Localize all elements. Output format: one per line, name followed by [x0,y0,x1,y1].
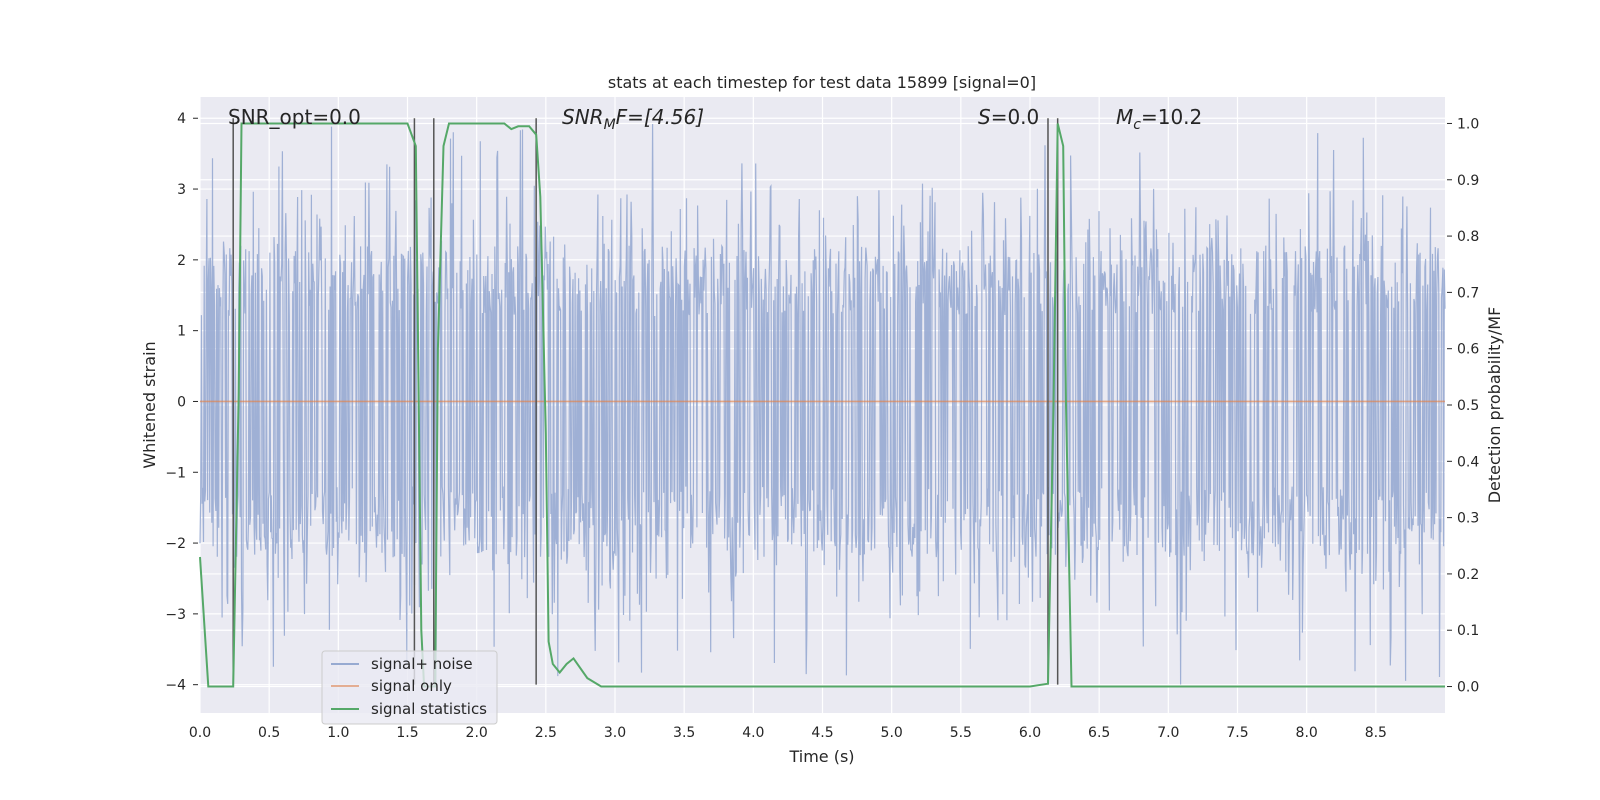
y-tick-label: 1 [177,324,186,340]
x-tick-label: 2.0 [466,725,488,741]
legend-label-signal-statistics: signal statistics [371,700,487,718]
legend-label-signal-only: signal only [371,677,452,695]
x-tick-label: 4.5 [811,725,833,741]
y2-tick-label: 0.3 [1457,511,1479,527]
x-tick-label: 0.5 [258,725,280,741]
legend: signal+ noise signal only signal statist… [321,650,498,725]
legend-label-signal-noise: signal+ noise [371,655,473,673]
y2-tick-label: 0.4 [1457,454,1479,470]
y-tick-label: −4 [165,678,186,694]
x-tick-label: 5.0 [881,725,903,741]
x-tick-label: 6.0 [1019,725,1041,741]
series-signal-noise [199,123,1446,685]
legend-box [321,650,498,725]
x-axis-label: Time (s) [788,747,854,766]
x-tick-label: 4.0 [742,725,764,741]
y-tick-label: 0 [177,394,186,410]
vertical-markers [232,118,1059,685]
x-tick-label: 3.5 [673,725,695,741]
y2-tick-label: 1.0 [1457,116,1479,132]
y-tick-label: −2 [165,536,186,552]
y-axis-ticks: −4 −3 −2 −1 0 1 2 3 4 [165,111,198,694]
signal-noise-line [199,123,1446,685]
y-tick-label: −3 [165,607,186,623]
y2-tick-label: 0.5 [1457,398,1479,414]
chart-title: stats at each timestep for test data 158… [608,73,1036,92]
x-tick-label: 5.5 [950,725,972,741]
y-axis-label: Whitened strain [140,341,159,468]
y-tick-label: −1 [165,465,186,481]
annotation-snr-mf: SNRMF=[4.56] [562,105,704,133]
signal-statistics-line [199,122,1445,688]
y-tick-label: 3 [177,182,186,198]
annotation-mc: Mc=10.2 [1116,105,1202,133]
y2-tick-label: 0.8 [1457,229,1479,245]
y-tick-label: 4 [177,111,186,127]
x-tick-label: 7.0 [1157,725,1179,741]
x-axis-ticks: 0.0 0.5 1.0 1.5 2.0 2.5 3.0 3.5 4.0 4.5 5.0 5.5 6.0 6… [189,725,1387,741]
y2-tick-label: 0.7 [1457,285,1479,301]
y2-tick-label: 0.2 [1457,567,1479,583]
y-tick-label: 2 [177,253,186,269]
y2-axis-label: Detection probability/MF [1485,307,1504,504]
x-tick-label: 2.5 [535,725,557,741]
annotation-s: S=0.0 [978,105,1039,129]
y2-tick-label: 0.9 [1457,173,1479,189]
y2-axis-ticks: 0.0 0.1 0.2 0.3 0.4 0.5 0.6 0.7 0.8 0.9 1.0 [1447,116,1479,696]
annotation-snr-opt: SNR_opt=0.0 [228,105,361,129]
y2-tick-label: 0.0 [1457,680,1479,696]
x-tick-label: 8.5 [1365,725,1387,741]
x-tick-label: 3.0 [604,725,626,741]
x-tick-label: 8.0 [1296,725,1318,741]
series-signal-statistics [199,122,1445,688]
y2-tick-label: 0.6 [1457,342,1479,358]
x-tick-label: 6.5 [1088,725,1110,741]
x-tick-label: 7.5 [1226,725,1248,741]
y2-tick-label: 0.1 [1457,623,1479,639]
x-tick-label: 0.0 [189,725,211,741]
x-tick-label: 1.0 [327,725,349,741]
x-tick-label: 1.5 [396,725,418,741]
